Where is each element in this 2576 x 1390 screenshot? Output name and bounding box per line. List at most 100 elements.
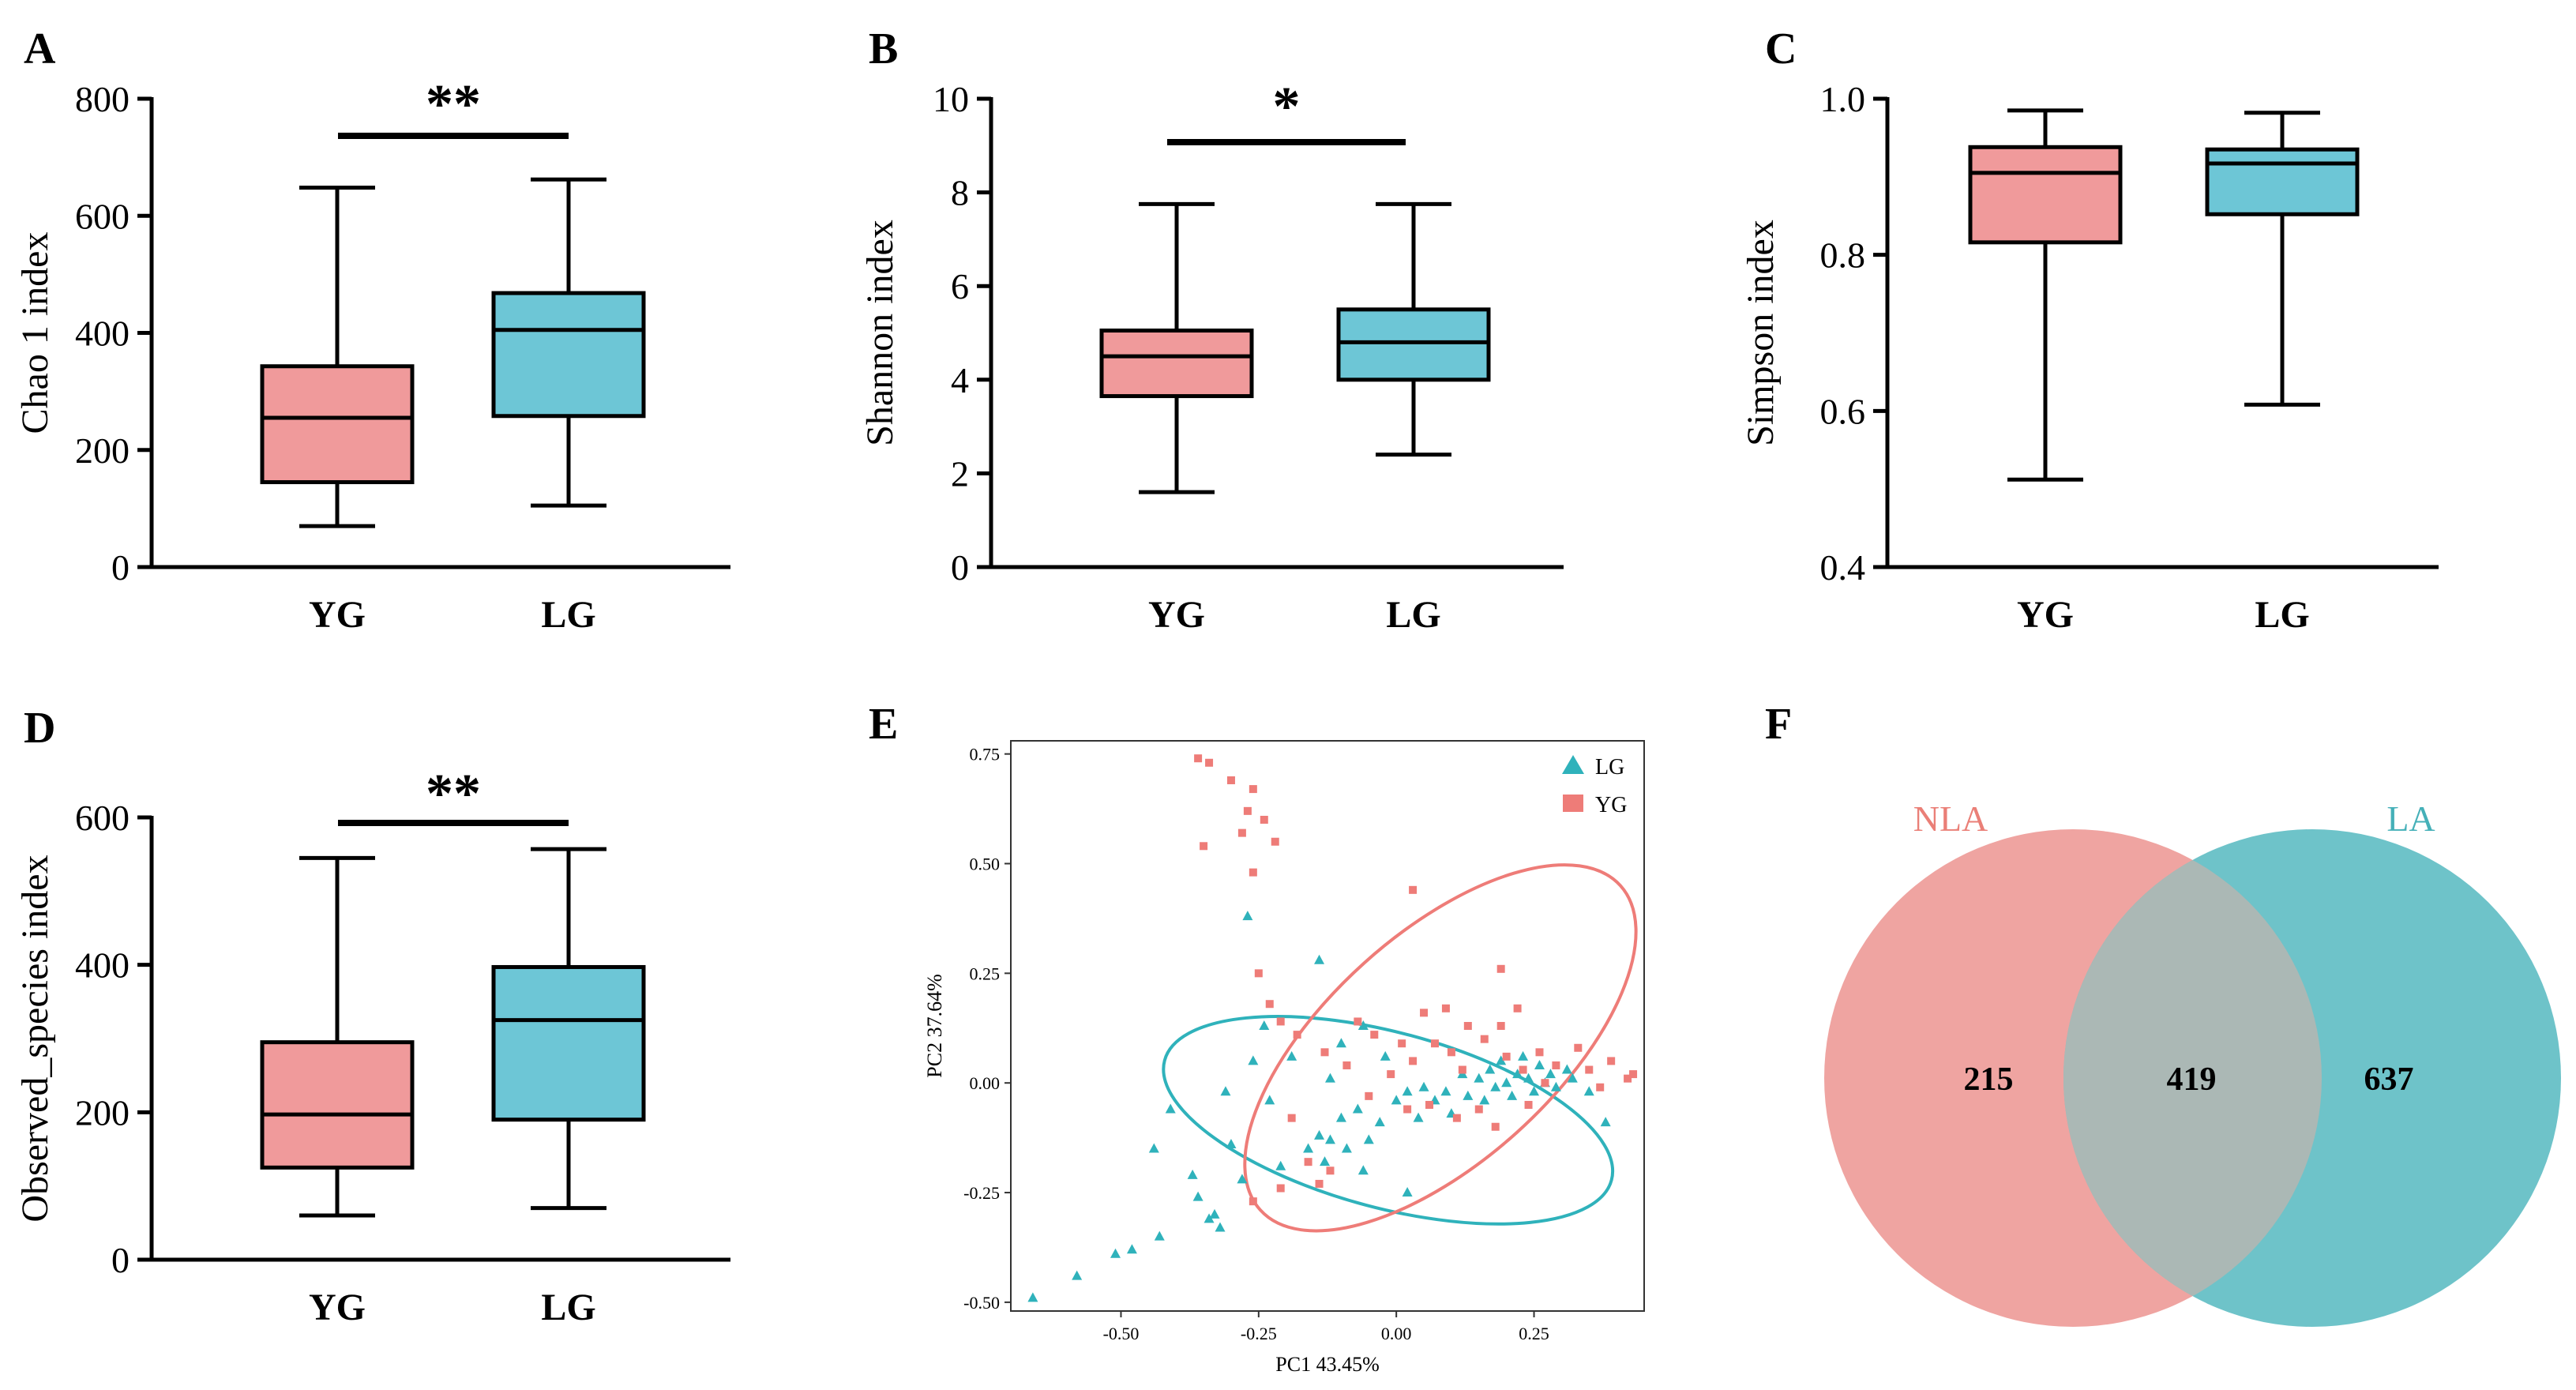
data-point <box>1303 1143 1314 1153</box>
data-point <box>1165 1103 1176 1114</box>
x-category-label: LG <box>541 594 595 636</box>
data-point <box>1320 1156 1331 1166</box>
data-point <box>1441 1004 1450 1012</box>
panel-c: C 0.4 0.6 0.8 1.0 Simpson index YG LG <box>1740 24 2439 636</box>
box-yg <box>1968 108 2123 482</box>
x-category-label: LG <box>1386 594 1440 636</box>
data-point <box>1512 1069 1523 1079</box>
data-point <box>1583 1086 1594 1096</box>
data-point <box>1187 1169 1198 1179</box>
data-point <box>1409 1057 1418 1065</box>
data-point <box>1496 1022 1505 1030</box>
venn-count: 419 <box>2167 1061 2217 1098</box>
x-tick-label: -0.50 <box>1103 1324 1140 1343</box>
data-point <box>1357 1165 1369 1175</box>
legend-label: YG <box>1595 793 1627 817</box>
legend: LG YG <box>1562 755 1627 817</box>
data-point <box>1352 1103 1363 1114</box>
x-category-label: YG <box>309 594 366 636</box>
box-iqr <box>1336 307 1491 382</box>
data-point <box>1552 1061 1560 1069</box>
box-iqr <box>2205 147 2360 216</box>
data-point <box>1418 1081 1429 1091</box>
box-yg <box>260 855 415 1218</box>
y-tick-label: 2 <box>951 453 969 494</box>
panel-letter: C <box>1765 24 1797 73</box>
panel-letter: F <box>1765 700 1792 749</box>
data-point <box>1215 1222 1226 1232</box>
data-point <box>1524 1100 1533 1109</box>
data-point <box>1458 1065 1466 1074</box>
series-lg <box>1027 911 1611 1302</box>
y-tick-label: 0.4 <box>1820 547 1866 588</box>
panel-d: D 0 200 400 600 Observed_species index YG LG ** <box>14 704 730 1328</box>
data-point <box>1200 842 1208 851</box>
box-iqr <box>1099 329 1254 399</box>
data-point <box>1402 1187 1413 1197</box>
data-point <box>1600 1117 1611 1127</box>
data-point <box>1365 1091 1373 1100</box>
data-point <box>1363 1134 1374 1144</box>
data-point <box>1502 1052 1511 1061</box>
data-point <box>1271 837 1279 846</box>
panel-letter: B <box>869 24 898 73</box>
series-yg <box>1194 754 1638 1206</box>
data-point <box>1154 1230 1165 1241</box>
box-iqr <box>260 1040 415 1170</box>
data-point <box>1237 1174 1248 1184</box>
data-point <box>1574 1043 1583 1052</box>
venn-overlap <box>2063 829 2322 1327</box>
data-point <box>1205 758 1214 767</box>
data-point <box>1496 964 1505 973</box>
data-point <box>1474 1073 1485 1083</box>
data-point <box>1474 1105 1483 1114</box>
venn-set-label: NLA <box>1913 798 1988 839</box>
data-point <box>1314 1129 1325 1140</box>
box-lg <box>491 177 646 508</box>
y-tick-label: 800 <box>75 79 130 119</box>
x-tick-label: -0.25 <box>1241 1324 1277 1343</box>
box-iqr <box>1968 145 2123 245</box>
data-point <box>1480 1035 1489 1043</box>
data-point <box>1430 1039 1439 1048</box>
box-lg <box>1336 201 1491 457</box>
box-yg <box>1099 201 1254 494</box>
box-lg <box>2205 111 2360 407</box>
legend-label: LG <box>1595 755 1624 780</box>
data-point <box>1629 1070 1638 1079</box>
data-point <box>1507 1090 1518 1100</box>
data-point <box>1402 1086 1413 1096</box>
data-point <box>1596 1083 1605 1091</box>
data-point <box>1249 868 1257 877</box>
data-point <box>1447 1048 1455 1057</box>
venn-count: 215 <box>1964 1061 2014 1098</box>
significance-label: * <box>1273 77 1301 137</box>
y-tick-label: 0 <box>111 1240 130 1280</box>
data-point <box>1624 1074 1632 1083</box>
data-point <box>1315 1179 1324 1188</box>
data-point <box>1490 1081 1501 1091</box>
data-point <box>1249 785 1257 794</box>
data-point <box>1545 1069 1556 1079</box>
data-point <box>1420 1009 1429 1017</box>
y-tick-label: 0.00 <box>970 1073 1001 1093</box>
data-point <box>1226 1138 1237 1148</box>
panel-b: B 0 2 4 6 8 10 Shannon index YG LG * <box>859 24 1564 636</box>
data-point <box>1237 828 1246 837</box>
data-point <box>1287 1114 1296 1122</box>
data-point <box>1354 1017 1362 1026</box>
data-point <box>1276 1184 1285 1193</box>
data-point <box>1387 1070 1395 1079</box>
data-point <box>1249 1197 1257 1206</box>
data-point <box>1072 1270 1083 1280</box>
data-point <box>1260 815 1268 824</box>
data-point <box>1463 1022 1472 1030</box>
data-point <box>1541 1079 1549 1088</box>
y-tick-label: 0.6 <box>1820 391 1866 431</box>
y-tick-label: 8 <box>951 173 969 213</box>
data-point <box>1276 1017 1285 1026</box>
data-point <box>1126 1244 1137 1254</box>
data-point <box>1265 1000 1274 1009</box>
data-point <box>1440 1086 1451 1096</box>
data-point <box>1380 1050 1391 1061</box>
